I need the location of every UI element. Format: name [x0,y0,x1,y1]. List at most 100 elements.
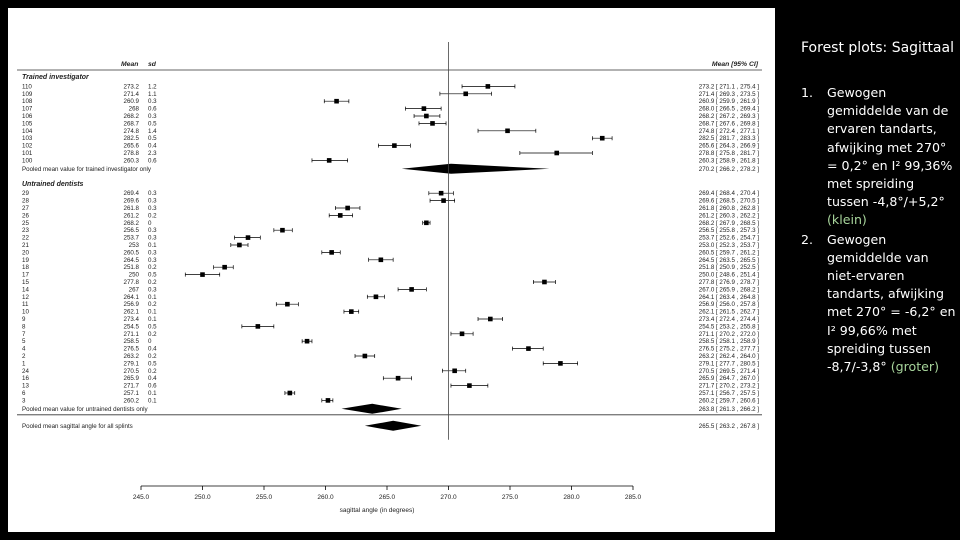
row-id: 25 [22,220,29,227]
row-ci: 263.2 [ 262.4 , 264.0 ] [699,353,759,360]
row-sd: 0.3 [148,113,157,120]
row-ci: 274.8 [ 272.4 , 277.1 ] [699,128,759,135]
point-highlight: (klein) [827,212,867,228]
point-estimate [378,257,384,263]
row-ci: 276.5 [ 275.2 , 277.7 ] [699,346,759,353]
row-ci: 277.8 [ 276.9 , 278.7 ] [699,279,759,286]
row-sd: 0.1 [148,294,157,301]
row-mean: 271.4 [124,91,140,98]
point-estimate [485,84,491,89]
row-sd: 0.3 [148,190,157,197]
row-id: 13 [22,383,29,390]
row-ci: 268.0 [ 266.5 , 269.4 ] [699,106,759,113]
overall-label: Pooled mean sagittal angle for all splin… [22,423,133,430]
point-estimate [287,390,293,396]
row-ci: 258.5 [ 258.1 , 258.9 ] [699,338,759,345]
point-estimate [329,250,334,255]
row-id: 103 [22,135,33,142]
row-mean: 277.8 [124,279,140,286]
point-estimate [345,205,350,211]
slide-point: 2. Gewogen gemiddelde van niet-ervaren t… [801,231,957,377]
row-ci: 267.0 [ 265.9 , 268.2 ] [699,286,759,293]
row-id: 15 [22,279,29,286]
row-mean: 278.8 [124,150,140,157]
row-ci: 269.6 [ 268.5 , 270.5 ] [699,198,759,205]
row-mean: 263.2 [124,353,140,360]
row-id: 105 [22,120,33,127]
row-mean: 260.5 [124,249,140,256]
x-tick-label: 280.0 [563,494,580,501]
row-mean: 271.1 [124,331,140,338]
x-tick-label: 265.0 [379,494,396,501]
row-sd: 0.2 [148,264,157,271]
row-sd: 0.1 [148,390,157,397]
point-estimate [349,309,354,314]
point-estimate [285,301,290,307]
row-sd: 0.4 [148,143,157,150]
row-mean: 254.5 [124,323,140,330]
row-mean: 269.4 [124,190,140,197]
row-mean: 262.1 [124,309,140,316]
row-sd: 0.3 [148,198,157,205]
row-sd: 1.1 [148,91,157,98]
row-sd: 0.5 [148,120,157,127]
row-id: 22 [22,235,29,242]
row-sd: 0.6 [148,106,157,113]
row-mean: 267 [129,286,140,293]
slide-title: Forest plots: Sagittaal [801,40,954,56]
row-sd: 0 [148,338,152,345]
point-estimate [459,331,465,337]
point-estimate [362,353,368,359]
mean-column-header: Mean [121,61,138,68]
row-ci: 271.7 [ 270.2 , 273.2 ] [699,383,759,390]
point-estimate [488,316,493,322]
row-id: 4 [22,346,26,353]
pooled-ci: 270.2 [ 266.2 , 278.2 ] [699,166,759,173]
row-id: 9 [22,316,26,323]
row-ci: 269.4 [ 268.4 , 270.4 ] [699,190,759,197]
row-mean: 273.4 [124,316,140,323]
row-mean: 271.7 [124,383,140,390]
point-estimate [438,190,444,196]
x-tick-label: 270.0 [440,494,457,501]
row-mean: 276.5 [124,346,140,353]
row-sd: 0.2 [148,212,157,219]
row-sd: 0.3 [148,205,157,212]
row-sd: 0.2 [148,279,157,286]
row-mean: 264.5 [124,257,140,264]
row-mean: 282.5 [124,135,140,142]
row-mean: 268 [129,106,140,113]
row-mean: 261.8 [124,205,140,212]
row-sd: 0.5 [148,323,157,330]
row-mean: 260.2 [124,397,140,404]
point-estimate [441,198,446,203]
row-id: 5 [22,338,26,345]
overall-diamond [364,420,422,431]
overall-ci: 265.5 [ 263.2 , 267.8 ] [699,423,759,430]
x-tick-label: 250.0 [194,494,211,501]
row-id: 108 [22,98,33,105]
row-ci: 279.1 [ 277.7 , 280.5 ] [699,360,759,367]
row-id: 101 [22,150,33,157]
row-ci: 256.9 [ 256.0 , 257.8 ] [699,301,759,308]
x-tick-label: 260.0 [317,494,334,501]
row-sd: 0.4 [148,346,157,353]
row-sd: 0.2 [148,331,157,338]
ci-column-header: Mean [95% CI] [712,61,759,68]
group-label: Untrained dentists [22,181,84,188]
pooled-diamond [401,163,550,174]
row-sd: 0.1 [148,309,157,316]
x-tick-label: 285.0 [625,494,642,501]
x-tick-label: 255.0 [256,494,273,501]
point-estimate [237,242,242,248]
row-sd: 0.1 [148,316,157,323]
x-tick-label: 245.0 [133,494,150,501]
row-sd: 0.4 [148,375,157,382]
row-id: 23 [22,227,29,234]
row-ci: 254.5 [ 253.2 , 255.8 ] [699,323,759,330]
row-mean: 257.1 [124,390,140,397]
point-estimate [334,98,339,104]
row-id: 26 [22,212,29,219]
row-ci: 278.8 [ 275.8 , 281.7 ] [699,150,759,157]
point-estimate [554,150,560,156]
